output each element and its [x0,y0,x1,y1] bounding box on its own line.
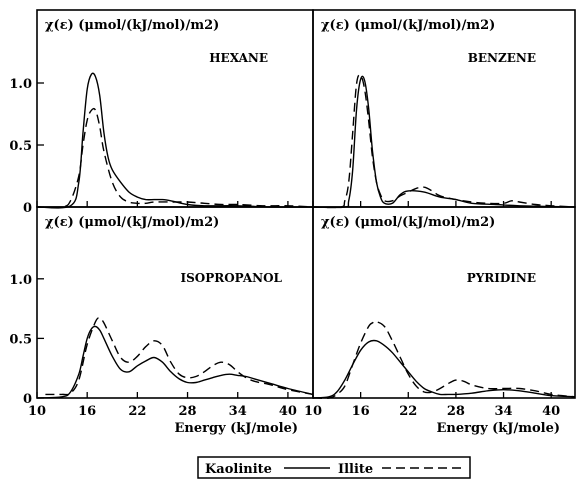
panel-title: PYRIDINE [467,271,536,285]
y-tick-label: 1.0 [9,77,32,92]
panel-title: BENZENE [468,51,536,65]
legend-label-kaolinite: Kaolinite [205,462,272,477]
y-tick-label: 0.5 [9,332,32,347]
series-line-kaolinite [36,72,314,209]
y-axis-title: χ(ε) (μmol/(kJ/mol)/m2) [321,215,495,230]
y-axis-title: χ(ε) (μmol/(kJ/mol)/m2) [45,18,219,33]
x-tick-label: 34 [229,404,247,419]
panel-pyridine: χ(ε) (μmol/(kJ/mol)/m2) PYRIDINE 10 16 22 28 3… [304,206,576,436]
series-line-illite [36,107,314,209]
series-line-kaolinite [312,75,576,209]
x-tick-label: 16 [78,404,96,419]
y-axis-title: χ(ε) (μmol/(kJ/mol)/m2) [321,18,495,33]
panel-title: HEXANE [209,51,268,65]
x-tick-label: 22 [399,404,417,419]
y-axis-title: χ(ε) (μmol/(kJ/mol)/m2) [45,215,219,230]
panel-title: ISOPROPANOL [180,271,282,285]
x-tick-label: 34 [494,404,512,419]
series-line-illite [312,74,576,209]
y-tick-label: 1.0 [9,273,32,288]
x-tick-label: 40 [279,404,297,419]
panel-benzene: χ(ε) (μmol/(kJ/mol)/m2) BENZENE [312,9,576,209]
x-tick-label: 10 [28,404,46,419]
x-tick-label: 16 [352,404,370,419]
y-tick-label: 0 [23,201,32,216]
x-tick-label: 10 [304,404,322,419]
x-tick-label: 28 [447,404,465,419]
panel-frame [36,206,314,399]
panel-isopropanol: χ(ε) (μmol/(kJ/mol)/m2) ISOPROPANOL 0 0.5 1.… [9,206,314,436]
y-tick-label: 0.5 [9,139,32,154]
panels-layer: χ(ε) (μmol/(kJ/mol)/m2)HEXANE00.51.0χ(ε)… [9,9,576,436]
legend-box [197,456,471,479]
legend-label-illite: Illite [338,462,373,477]
series-line-illite [312,320,576,399]
panel-hexane: χ(ε) (μmol/(kJ/mol)/m2) HEXANE 0 0.5 1.0 [9,9,314,216]
series-line-kaolinite [36,325,314,399]
series-line-illite [45,317,314,396]
legend: Kaolinite Illite [197,456,471,479]
x-axis-label: Energy (kJ/mole) [437,421,561,436]
x-axis-label: Energy (kJ/mole) [175,421,299,436]
y-tick-label: 0 [23,392,32,407]
series-line-kaolinite [312,339,576,399]
x-tick-label: 28 [178,404,196,419]
x-tick-label: 22 [128,404,146,419]
x-tick-label: 40 [542,404,560,419]
panel-frame [312,206,576,399]
